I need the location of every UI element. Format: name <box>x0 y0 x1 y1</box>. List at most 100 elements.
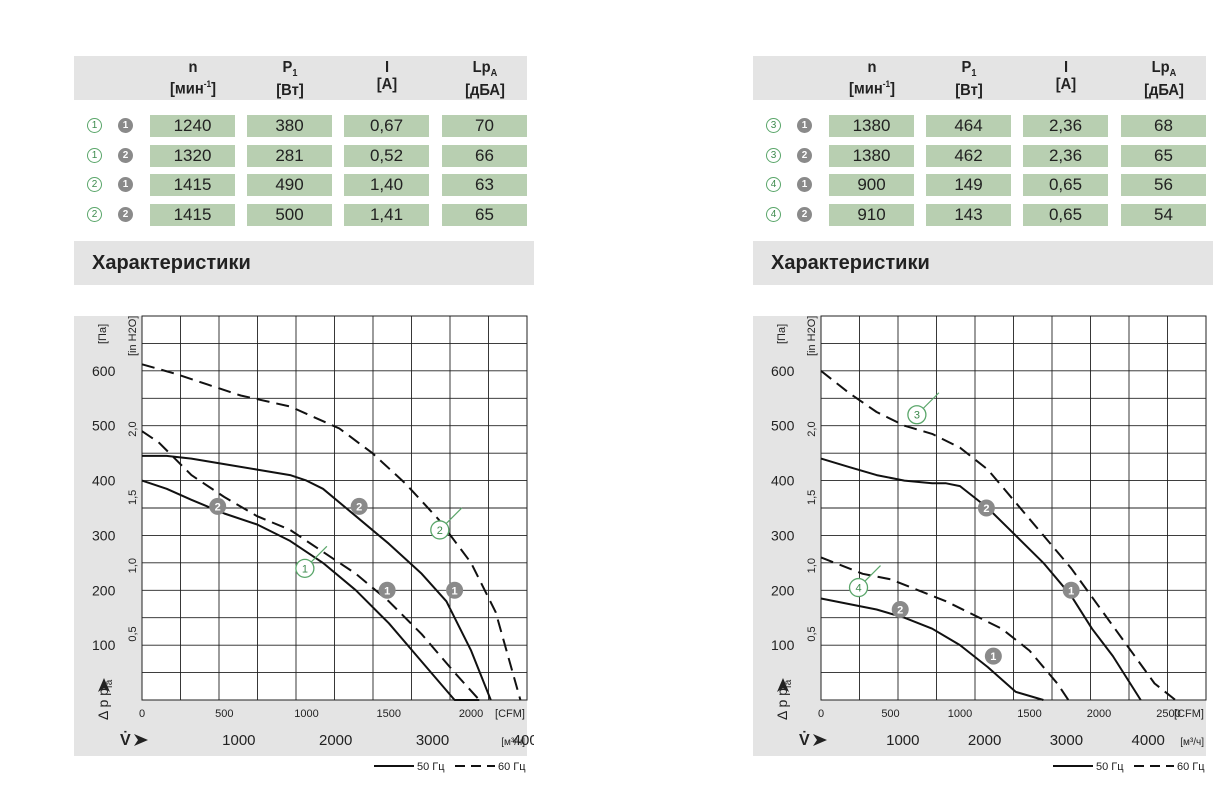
y-tick-label: 600 <box>92 363 116 379</box>
series-50hz <box>820 597 1044 701</box>
mode-marker: 2 <box>118 148 133 163</box>
y-tick-label: 200 <box>92 582 116 598</box>
curve-marker: 2 <box>87 177 102 192</box>
cell-n: 1415 <box>150 174 235 196</box>
x-unit-label: [CFM] <box>495 708 525 720</box>
cell-lpa: 65 <box>442 204 527 226</box>
curve-leader <box>864 565 881 582</box>
cell-lpa: 54 <box>1121 204 1206 226</box>
section-bar: Характеристики <box>753 241 1213 285</box>
curve-marker: 3 <box>766 118 781 133</box>
cell-n: 1320 <box>150 145 235 167</box>
curve-marker-label: 2 <box>437 525 443 537</box>
curve-marker-label: 4 <box>855 583 861 595</box>
table-row: 2 2 1415 500 1,41 65 <box>74 204 534 228</box>
y2-tick-label: 0,5 <box>127 626 139 641</box>
table-row: 4 2 910 143 0,65 54 <box>753 204 1213 228</box>
series-50hz <box>141 479 480 701</box>
y-axis-label-sub: fa <box>104 679 115 688</box>
cell-p1: 380 <box>247 115 332 137</box>
x-tick-label: 1000 <box>948 708 972 720</box>
cell-i: 2,36 <box>1023 115 1108 137</box>
section-title: Характеристики <box>92 252 251 274</box>
y2-tick-label: 0,5 <box>806 626 818 641</box>
header-i: I [А] <box>1055 59 1077 93</box>
table-row: 1 2 1320 281 0,52 66 <box>74 145 534 169</box>
y2-tick-label: 1,5 <box>127 490 139 505</box>
cell-n: 900 <box>829 174 914 196</box>
header-i: I [А] <box>376 59 398 93</box>
cell-n: 1380 <box>829 115 914 137</box>
x2-tick-label: 1000 <box>222 732 255 749</box>
mode-marker-label: 2 <box>356 501 362 513</box>
mode-marker: 1 <box>797 118 812 133</box>
right-panel: n [мин-1] P1 [Вт] I [А] LpA [дБА] 3 1 13… <box>753 0 1213 785</box>
header-lpa: LpA [дБА] <box>465 59 505 100</box>
curve-marker: 4 <box>766 207 781 222</box>
header-p1: P1 [Вт] <box>276 59 304 100</box>
section-title: Характеристики <box>771 252 930 274</box>
y-tick-label: 500 <box>92 418 116 434</box>
x-tick-label: 2000 <box>1087 708 1111 720</box>
header-n: n [мин-1] <box>848 59 895 98</box>
mode-marker <box>209 497 227 515</box>
y-tick-label: 400 <box>771 473 795 489</box>
cell-n: 1380 <box>829 145 914 167</box>
header-p1: P1 [Вт] <box>955 59 983 100</box>
mode-marker: 1 <box>118 118 133 133</box>
cell-p1: 464 <box>926 115 1011 137</box>
series-60hz <box>820 556 1070 701</box>
y-tick-label: 300 <box>92 527 116 543</box>
cell-n: 1415 <box>150 204 235 226</box>
cell-lpa: 70 <box>442 115 527 137</box>
mode-marker-label: 1 <box>990 651 996 663</box>
x-tick-label: 1500 <box>377 708 401 720</box>
curve-marker <box>295 558 315 578</box>
x-tick-label: 500 <box>215 708 233 720</box>
y2-unit-label: [in H2O] <box>127 316 139 356</box>
mode-marker <box>446 581 464 599</box>
y-axis-arrow <box>777 678 789 692</box>
cell-lpa: 66 <box>442 145 527 167</box>
section-bar: Характеристики <box>74 241 534 285</box>
curve-marker <box>907 405 927 425</box>
x2-tick-label: 3000 <box>1050 732 1083 749</box>
legend-dashed-label: 60 Гц <box>498 761 526 773</box>
x-axis-arrow <box>134 734 148 746</box>
y2-tick-label: 2,0 <box>127 421 139 436</box>
cell-i: 0,65 <box>1023 174 1108 196</box>
mode-marker <box>378 581 396 599</box>
mode-marker-label: 2 <box>983 503 989 515</box>
mode-marker: 2 <box>118 207 133 222</box>
y-tick-label: 100 <box>92 637 116 653</box>
series-60hz <box>820 370 1177 701</box>
x-tick-label: 1500 <box>1017 708 1041 720</box>
y2-tick-label: 1,5 <box>806 490 818 505</box>
cell-p1: 281 <box>247 145 332 167</box>
table-row: 1 1 1240 380 0,67 70 <box>74 115 534 139</box>
cell-i: 0,65 <box>1023 204 1108 226</box>
y-axis-arrow <box>98 678 110 692</box>
x2-tick-label: 3000 <box>416 732 449 749</box>
table-header: n [мин-1] P1 [Вт] I [А] LpA [дБА] <box>753 56 1206 100</box>
cell-i: 1,41 <box>344 204 429 226</box>
y-tick-label: 400 <box>92 473 116 489</box>
cell-i: 0,67 <box>344 115 429 137</box>
cell-i: 1,40 <box>344 174 429 196</box>
x2-tick-label: 2000 <box>319 732 352 749</box>
curve-marker: 4 <box>766 177 781 192</box>
x2-unit-label: [м³/ч] <box>1180 737 1204 748</box>
mode-marker <box>891 600 909 618</box>
y2-tick-label: 1,0 <box>127 558 139 573</box>
curve-marker <box>848 577 869 598</box>
x-tick-label: 2500 <box>1156 708 1180 720</box>
cell-p1: 490 <box>247 174 332 196</box>
x2-tick-label: 1000 <box>886 732 919 749</box>
legend-solid-label: 50 Гц <box>417 761 445 773</box>
x2-tick-label: 4000 <box>513 732 534 749</box>
cell-i: 0,52 <box>344 145 429 167</box>
curve-leader <box>922 392 940 410</box>
x2-unit-label: [м³/ч] <box>501 737 525 748</box>
mode-marker <box>1062 581 1080 599</box>
x-tick-label: 0 <box>818 708 824 720</box>
